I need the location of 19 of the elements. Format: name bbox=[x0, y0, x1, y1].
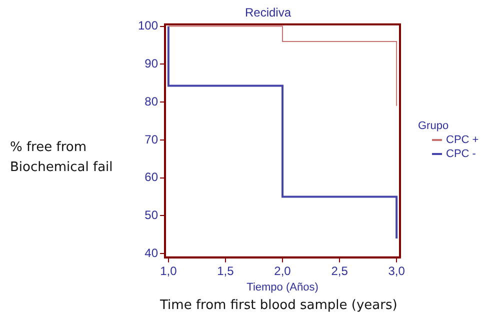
x-axis-title: Tiempo (Años) bbox=[246, 281, 318, 294]
legend-label: CPC + bbox=[445, 133, 479, 147]
x-tick-label: 2,5 bbox=[331, 264, 348, 278]
x-tick-label: 2,0 bbox=[274, 264, 292, 278]
chart-title: Recidiva bbox=[244, 6, 292, 20]
x-tick-label: 1,0 bbox=[160, 264, 178, 278]
x-tick-label: 3,0 bbox=[388, 264, 406, 278]
text: % free from Biochemical fail bbox=[10, 139, 114, 177]
legend-label: CPC - bbox=[445, 147, 477, 161]
y-tick-label: 50 bbox=[144, 208, 158, 222]
y-tick-label: 40 bbox=[144, 246, 158, 260]
y-tick-label: 100 bbox=[138, 18, 158, 33]
y-tick-label: 90 bbox=[144, 56, 158, 70]
text: Time from first blood sample (years) bbox=[160, 297, 398, 315]
legend-title: Grupo bbox=[418, 119, 450, 133]
y-tick-label: 80 bbox=[144, 94, 158, 108]
x-tick-label: 1,5 bbox=[217, 264, 234, 278]
y-tick-label: 60 bbox=[144, 170, 158, 184]
y-tick-label: 70 bbox=[144, 132, 158, 146]
